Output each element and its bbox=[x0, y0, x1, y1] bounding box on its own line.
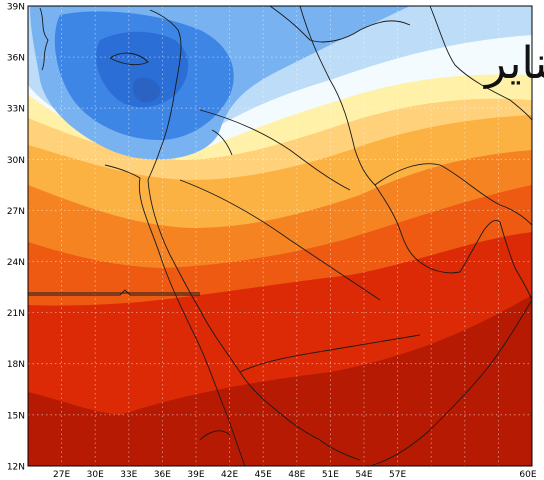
lat-label: 15N bbox=[7, 411, 25, 421]
lon-label: 27E bbox=[53, 470, 70, 480]
coast-gulf-east bbox=[374, 163, 532, 226]
lon-label: 33E bbox=[120, 470, 137, 480]
coast-yemen bbox=[319, 439, 361, 461]
border-turkey-syria bbox=[269, 6, 411, 43]
border-iraq-iran bbox=[299, 6, 376, 186]
coastlines-and-borders bbox=[28, 6, 532, 466]
coast-aegean bbox=[39, 7, 49, 71]
lon-label: 51E bbox=[322, 470, 339, 480]
date-overlay-text: 4 يناير bbox=[483, 38, 544, 89]
band-1-core bbox=[132, 77, 161, 103]
coast-egypt-north bbox=[104, 164, 141, 179]
lon-label: 48E bbox=[288, 470, 305, 480]
island-cyprus bbox=[109, 52, 149, 66]
lat-label: 33N bbox=[7, 105, 25, 115]
border-saudi-internal bbox=[179, 179, 381, 301]
lat-label: 27N bbox=[7, 207, 25, 217]
coast-oman-north bbox=[499, 221, 532, 301]
lat-label: 30N bbox=[7, 156, 25, 166]
grid-lines bbox=[28, 6, 532, 466]
coast-eritrea bbox=[199, 430, 231, 441]
lat-label: 21N bbox=[7, 309, 25, 319]
coast-redsea-west bbox=[138, 177, 246, 466]
lat-label: 12N bbox=[7, 463, 25, 473]
map-frame bbox=[27, 5, 533, 467]
lon-label: 39E bbox=[187, 470, 204, 480]
border-yemen-saudi bbox=[239, 334, 421, 373]
lon-label: 54E bbox=[355, 470, 372, 480]
coast-oman-south bbox=[369, 299, 532, 466]
temperature-bands bbox=[28, 6, 532, 466]
border-jordan bbox=[211, 129, 233, 156]
band-1 bbox=[96, 31, 189, 108]
coast-levant bbox=[147, 9, 182, 181]
border-iran-east bbox=[429, 6, 532, 121]
coast-gulf-west bbox=[374, 184, 461, 274]
lon-label: 60E bbox=[519, 470, 536, 480]
coast-redsea-east bbox=[147, 179, 321, 441]
coast-uae bbox=[459, 219, 501, 273]
lat-label: 24N bbox=[7, 258, 25, 268]
lat-label: 36N bbox=[7, 54, 25, 64]
lat-label: 39N bbox=[7, 3, 25, 13]
lon-label: 30E bbox=[87, 470, 104, 480]
border-22n bbox=[28, 289, 200, 296]
lon-label: 42E bbox=[221, 470, 238, 480]
lon-label: 45E bbox=[255, 470, 272, 480]
lon-label: 36E bbox=[154, 470, 171, 480]
border-iraq bbox=[199, 109, 351, 191]
lat-axis: 39N 36N 33N 30N 27N 24N 21N 18N 15N 12N bbox=[7, 3, 25, 473]
lat-label: 18N bbox=[7, 360, 25, 370]
lon-axis: 27E 30E 33E 36E 39E 42E 45E 48E 51E 54E … bbox=[53, 470, 537, 480]
lon-label: 57E bbox=[389, 470, 406, 480]
